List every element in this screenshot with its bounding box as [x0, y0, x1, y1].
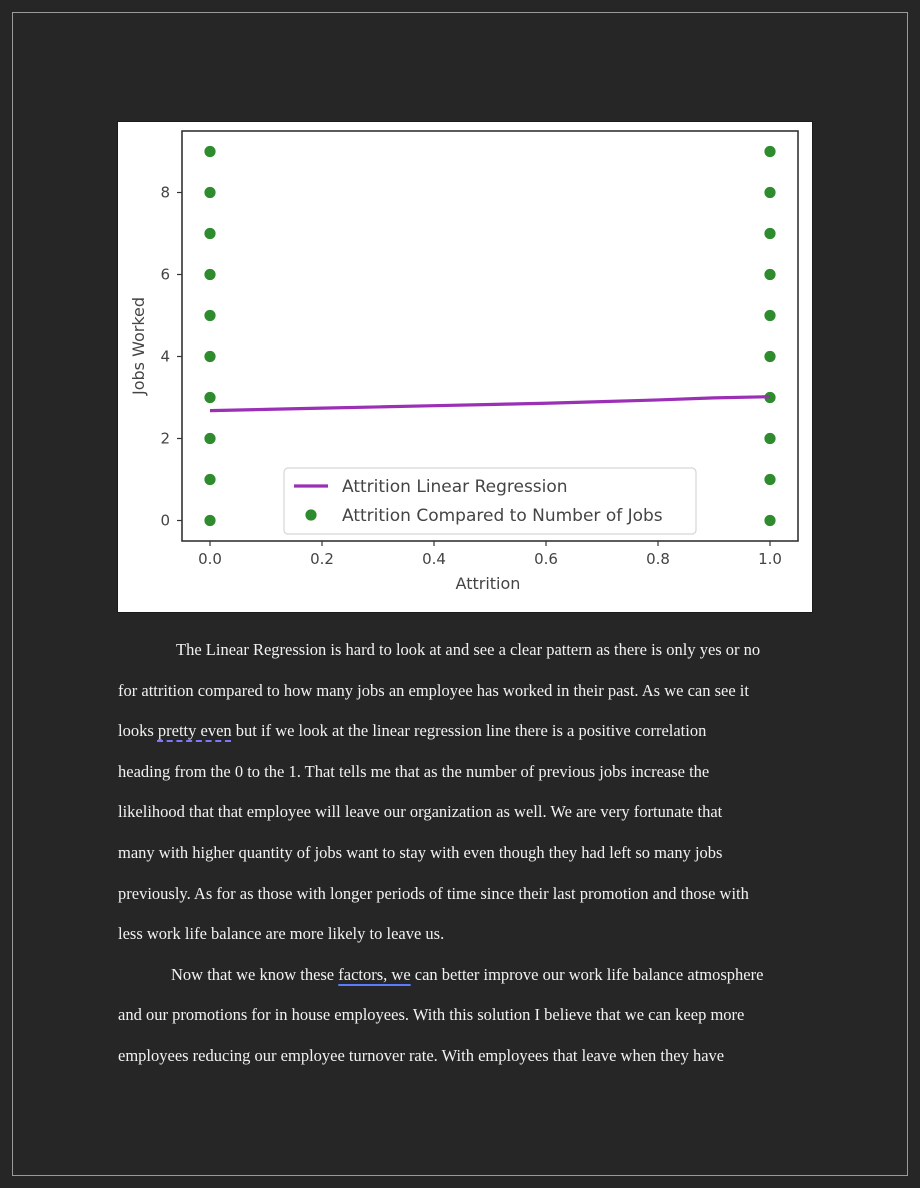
body-text: The Linear Regression is hard to look at…: [118, 630, 818, 1077]
scatter-point: [204, 227, 216, 240]
x-tick-label: 0.0: [198, 550, 222, 568]
scatter-point: [204, 432, 216, 445]
x-tick-label: 0.8: [646, 550, 670, 568]
spellcheck-mark-pretty-even[interactable]: pretty even: [157, 721, 232, 741]
scatter-point: [204, 473, 216, 486]
y-tick-label: 2: [160, 430, 170, 448]
legend-box: [283, 467, 697, 535]
paragraph-1-line-7: previously. As for as those with longer …: [118, 883, 749, 903]
scatter-point: [764, 227, 776, 240]
paragraph-1-line-6: many with higher quantity of jobs want t…: [118, 842, 723, 862]
paragraph-2-line-2: and our promotions for in house employee…: [118, 1005, 745, 1025]
chart-svg: 0.0 0.2 0.4 0.6 0.8 1.0 0 2 4 6 8 Attrition Jobs Wor…: [129, 130, 799, 593]
x-axis-label: Attrition: [456, 574, 521, 593]
scatter-point: [764, 350, 776, 363]
paragraph-1-line-1: The Linear Regression is hard to look at…: [176, 640, 761, 659]
y-tick-label: 0: [160, 512, 170, 530]
regression-figure: 0.0 0.2 0.4 0.6 0.8 1.0 0 2 4 6 8 Attrition Jobs Wor…: [118, 122, 812, 612]
x-tick-label: 0.4: [422, 550, 446, 568]
paragraph-1-line-8: less work life balance are more likely t…: [118, 924, 445, 944]
y-tick-label: 4: [160, 348, 170, 366]
legend-label-scatter: Attrition Compared to Number of Jobs: [342, 506, 663, 526]
y-axis-label: Jobs Worked: [129, 297, 148, 396]
y-tick-label: 8: [160, 184, 170, 202]
scatter-point: [764, 432, 776, 445]
scatter-point: [764, 473, 776, 486]
line-3-after: but if we look at the linear regression …: [231, 721, 707, 741]
grammar-mark-factors-we[interactable]: factors, we: [338, 964, 411, 984]
p2-line-1-after: can better improve our work life balance…: [410, 964, 764, 984]
scatter-point: [764, 514, 776, 527]
scatter-point: [204, 350, 216, 363]
scatter-point: [204, 309, 216, 322]
paragraph-1-line-4: heading from the 0 to the 1. That tells …: [118, 761, 710, 781]
axes-frame: [181, 130, 799, 542]
x-tick-label: 0.2: [310, 550, 334, 568]
scatter-point: [204, 145, 216, 158]
line-3-before: looks: [118, 721, 158, 741]
paragraph-2-line-3: employees reducing our employee turnover…: [118, 1045, 725, 1065]
p2-line-1-before: Now that we know these: [171, 964, 339, 984]
scatter-point: [204, 514, 216, 527]
scatter-point: [204, 391, 216, 404]
paragraph-1-line-5: likelihood that that employee will leave…: [118, 802, 723, 822]
paragraph-1-line-2: for attrition compared to how many jobs …: [118, 680, 749, 700]
scatter-point: [764, 309, 776, 322]
regression-line: [209, 395, 771, 413]
legend-label-regression: Attrition Linear Regression: [342, 477, 568, 497]
paragraph-1-line-3: looks pretty even but if we look at the …: [118, 711, 818, 752]
x-tick-label: 1.0: [758, 550, 782, 568]
x-tick-label: 0.6: [534, 550, 558, 568]
legend-point-swatch: [305, 509, 317, 521]
paragraph-2-line-1: Now that we know these factors, we can b…: [118, 955, 818, 996]
scatter-point: [764, 186, 776, 199]
scatter-point: [204, 186, 216, 199]
scatter-point: [764, 268, 776, 281]
scatter-point: [764, 145, 776, 158]
scatter-point: [204, 268, 216, 281]
y-tick-label: 6: [160, 266, 170, 284]
page-border: [12, 12, 908, 1176]
